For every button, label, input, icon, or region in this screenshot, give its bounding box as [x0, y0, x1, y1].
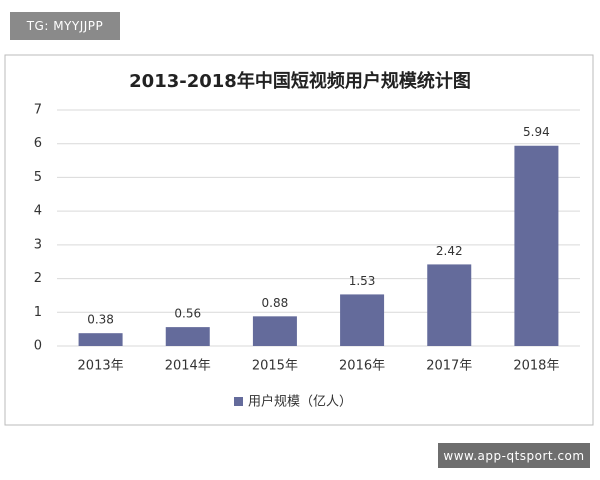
legend-label: 用户规模（亿人） — [248, 394, 352, 410]
x-tick-label: 2015年 — [252, 359, 298, 374]
y-tick-label: 6 — [34, 136, 42, 151]
bar — [427, 264, 472, 346]
chart-title: 2013-2018年中国短视频用户规模统计图 — [129, 70, 471, 92]
x-tick-label: 2014年 — [165, 359, 211, 374]
y-tick-label: 4 — [34, 204, 42, 219]
y-tick-label: 7 — [34, 103, 42, 118]
x-tick-label: 2016年 — [339, 359, 385, 374]
bar — [514, 145, 559, 346]
value-label: 0.56 — [174, 307, 201, 321]
value-label: 1.53 — [349, 274, 376, 288]
y-tick-label: 3 — [34, 237, 42, 252]
bar — [340, 294, 385, 346]
value-label: 2.42 — [436, 244, 463, 258]
bar — [78, 333, 123, 346]
bar — [252, 316, 297, 346]
y-tick-label: 1 — [34, 305, 42, 320]
watermark: www.app-qtsport.com — [438, 443, 590, 468]
legend-swatch — [234, 397, 243, 406]
value-label: 5.94 — [523, 125, 550, 139]
y-tick-label: 2 — [34, 271, 42, 286]
y-tick-label: 5 — [34, 170, 42, 185]
chart-frame — [4, 54, 594, 426]
watermark: TG: MYYJJPP — [10, 12, 120, 40]
value-label: 0.38 — [87, 313, 114, 327]
value-label: 0.88 — [262, 296, 289, 310]
y-tick-label: 0 — [34, 339, 42, 354]
x-tick-label: 2018年 — [513, 359, 559, 374]
x-tick-label: 2013年 — [78, 359, 124, 374]
x-tick-label: 2017年 — [426, 359, 472, 374]
bar — [165, 327, 210, 346]
